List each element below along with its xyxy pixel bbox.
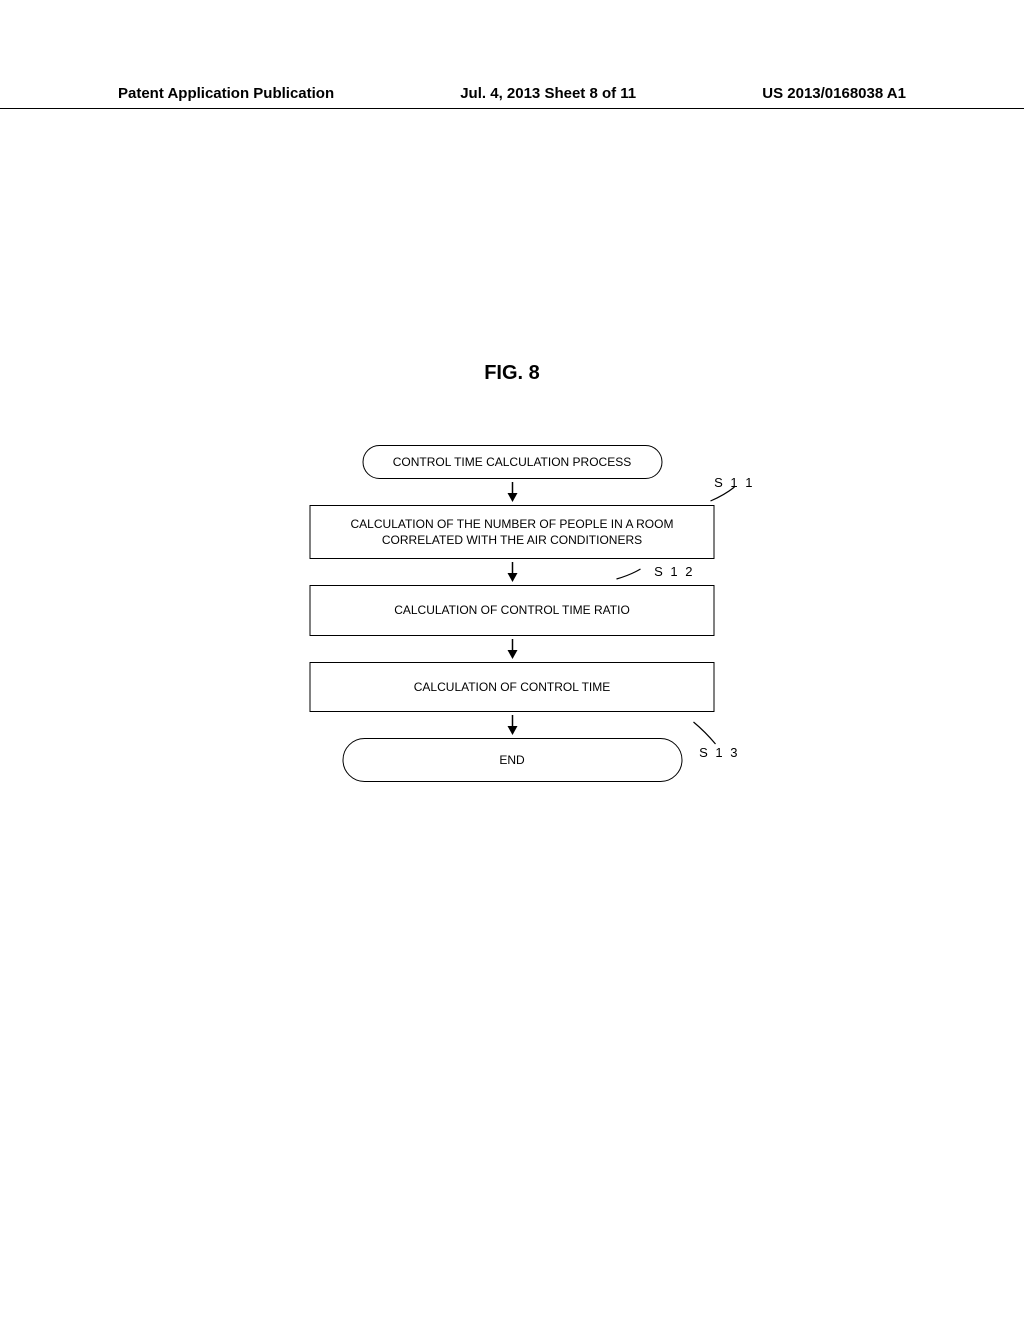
process-step-3: CALCULATION OF CONTROL TIME <box>310 662 715 712</box>
figure-label: FIG. 8 <box>484 362 540 385</box>
terminal-start: CONTROL TIME CALCULATION PROCESS <box>362 445 662 479</box>
page-header: Patent Application Publication Jul. 4, 2… <box>0 85 1024 109</box>
process-step-1: CALCULATION OF THE NUMBER OF PEOPLE IN A… <box>310 505 715 559</box>
flowchart-start-row: CONTROL TIME CALCULATION PROCESS S 1 1 <box>310 445 715 479</box>
flowchart-step2-row: CALCULATION OF CONTROL TIME RATIO <box>310 585 715 635</box>
process-step-1-line1: CALCULATION OF THE NUMBER OF PEOPLE IN A… <box>323 516 702 532</box>
header-right: US 2013/0168038 A1 <box>762 85 906 102</box>
flowchart-step1-row: CALCULATION OF THE NUMBER OF PEOPLE IN A… <box>310 505 715 559</box>
arrow-row-4: S 1 3 <box>310 715 715 735</box>
header-center: Jul. 4, 2013 Sheet 8 of 11 <box>460 85 636 102</box>
flowchart-step3-row: CALCULATION OF CONTROL TIME <box>310 662 715 712</box>
leader-s11 <box>707 485 737 505</box>
leader-s12 <box>615 567 643 581</box>
arrow-3 <box>310 639 715 659</box>
arrow-1 <box>310 482 715 502</box>
process-step-2: CALCULATION OF CONTROL TIME RATIO <box>310 585 715 635</box>
arrow-4 <box>310 715 715 735</box>
flowchart: CONTROL TIME CALCULATION PROCESS S 1 1 C… <box>310 445 715 782</box>
terminal-end: END <box>342 738 682 782</box>
process-step-1-line2: CORRELATED WITH THE AIR CONDITIONERS <box>323 532 702 548</box>
step-label-s12: S 1 2 <box>654 564 694 579</box>
arrow-row-2: S 1 2 <box>310 562 715 582</box>
header-left: Patent Application Publication <box>118 85 334 102</box>
header-content: Patent Application Publication Jul. 4, 2… <box>0 85 1024 102</box>
flowchart-end-row: END <box>310 738 715 782</box>
